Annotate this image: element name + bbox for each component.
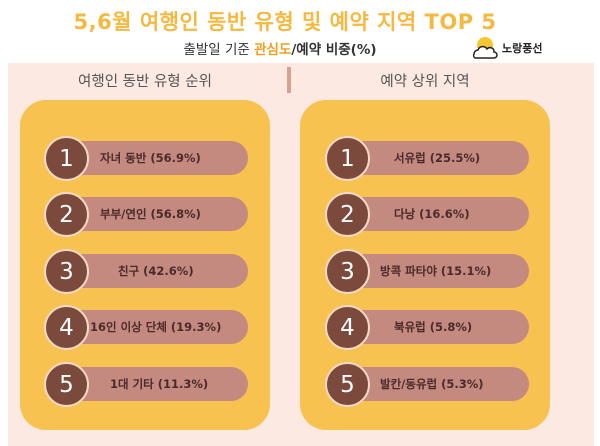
brand-logo: 노랑풍선 (470, 36, 542, 60)
rank-badge: 3 (325, 249, 370, 294)
list-item-label: 친구 (42.6%) (118, 264, 194, 278)
list-item: 1대 기타 (11.3%) (63, 367, 248, 401)
rank-badge: 5 (325, 362, 370, 407)
subtitle: 출발일 기준 관심도/예약 비중(%) (0, 38, 560, 58)
list-item: 다낭 (16.6%) (344, 197, 529, 231)
rank-badge: 2 (325, 192, 370, 237)
list-item: 부부/연인 (56.8%) (63, 197, 248, 231)
brand-label: 노랑풍선 (502, 42, 543, 55)
rank-badge: 3 (44, 249, 89, 294)
list-item: 16인 이상 단체 (19.3%) (63, 310, 248, 344)
rank-badge: 1 (325, 136, 370, 181)
list-item: 발칸/동유럽 (5.3%) (344, 367, 529, 401)
left-column-heading: 여행인 동반 유형 순위 (78, 74, 212, 90)
subtitle-prefix: 출발일 기준 (183, 42, 255, 58)
list-item-label: 1대 기타 (11.3%) (110, 377, 209, 391)
list-item-label: 자녀 동반 (56.9%) (100, 151, 201, 165)
rank-badge: 4 (325, 305, 370, 350)
rank-badge: 2 (44, 192, 89, 237)
subtitle-highlight: 관심도 (254, 42, 292, 58)
list-item-label: 방콕 파타야 (15.1%) (380, 264, 492, 278)
balloon-cloud-icon (472, 37, 498, 59)
list-item-label: 북유럽 (5.8%) (394, 320, 473, 334)
rank-badge: 4 (44, 305, 89, 350)
list-item: 방콕 파타야 (15.1%) (344, 254, 529, 288)
subtitle-rest: /예약 비중(%) (291, 42, 377, 58)
rank-badge: 1 (44, 136, 89, 181)
list-item-label: 부부/연인 (56.8%) (100, 207, 201, 221)
page-title: 5,6월 여행인 동반 유형 및 예약 지역 TOP 5 (73, 10, 497, 34)
list-item-label: 다낭 (16.6%) (394, 207, 470, 221)
list-item: 북유럽 (5.8%) (344, 310, 529, 344)
list-item-label: 16인 이상 단체 (19.3%) (90, 320, 222, 334)
list-item-label: 서유럽 (25.5%) (394, 151, 481, 165)
right-column-heading: 예약 상위 지역 (380, 74, 470, 90)
rank-badge: 5 (44, 362, 89, 407)
column-divider (287, 67, 291, 93)
list-item-label: 발칸/동유럽 (5.3%) (380, 377, 484, 391)
list-item: 친구 (42.6%) (63, 254, 248, 288)
list-item: 서유럽 (25.5%) (344, 141, 529, 175)
list-item: 자녀 동반 (56.9%) (63, 141, 248, 175)
